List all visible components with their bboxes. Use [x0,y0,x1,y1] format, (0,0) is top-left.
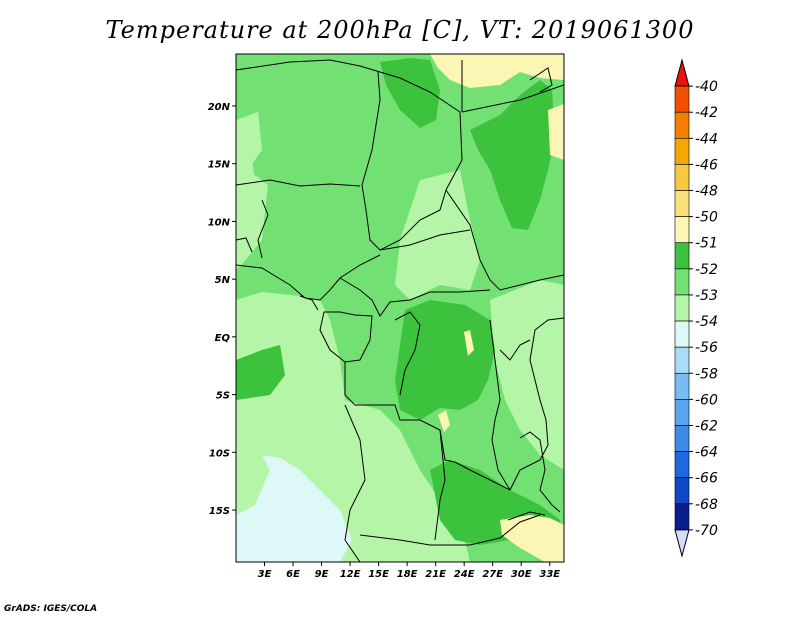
field-band-minus54 [395,170,480,300]
longitude-ticks: 3E 6E 9E 12E 15E 18E 21E 24E 27E 30E 33E [258,562,560,580]
colorbar-label: -44 [695,131,718,147]
colorbar-label: -58 [695,366,718,382]
colorbar-swatch [674,451,690,478]
colorbar-label: -42 [695,105,718,121]
field-band-minus52 [380,58,440,128]
map-frame [235,53,565,563]
latitude-ticks: 20N 15N 10N 5N EQ 5S 10S 15S [208,102,236,517]
lat-tick-label: 20N [208,102,231,113]
colorbar-label: -66 [695,471,718,487]
colorbar-label: -70 [695,523,718,539]
field-band-minus52 [470,80,555,230]
colorbar-label: -48 [695,184,718,200]
lon-tick-label: 33E [539,569,560,580]
lat-tick-label: 15N [208,160,231,171]
colorbar-swatch [674,111,690,139]
lon-tick-label: 9E [315,569,329,580]
colorbar-swatch [674,216,690,244]
colorbar-bottom-arrow [674,529,690,558]
colorbar: -40 -42 -44 -46 -48 -50 -51 -52 -53 -54 -56 -58 -60 -… [674,58,718,558]
colorbar-swatch [674,477,690,505]
map-title: Temperature at 200hPa [C], VT: 201906130… [105,16,695,44]
colorbar-swatch [674,372,690,400]
colorbar-swatch [674,164,690,191]
colorbar-swatch [674,242,690,270]
colorbar-label: -40 [695,79,718,95]
colorbar-label: -60 [695,392,718,408]
colorbar-swatch [674,268,690,296]
colorbar-label: -68 [695,497,718,513]
field-band-minus51 [500,515,564,562]
colorbar-label: -56 [695,340,718,356]
lon-tick-label: 18E [397,569,418,580]
colorbar-swatch [674,346,690,374]
lat-tick-label: 15S [209,506,230,517]
lat-tick-label: 5N [215,275,231,286]
colorbar-swatch [674,320,690,348]
field-band-minus51 [548,104,564,160]
colorbar-swatch [674,138,690,165]
colorbar-label: -54 [695,314,718,330]
colorbar-swatch [674,399,690,426]
colorbar-swatch [674,425,690,452]
colorbar-swatch [674,190,690,217]
field-band-minus54 [490,280,564,470]
grads-credit: GrADS: IGES/COLA [4,604,98,614]
colorbar-swatch [674,294,690,322]
colorbar-label: -52 [695,262,718,278]
field-band-minus56 [236,455,352,562]
colorbar-label: -53 [695,288,718,304]
field-band-minus54 [236,145,256,200]
lat-tick-label: EQ [215,333,231,344]
colorbar-swatch [674,503,690,531]
lon-tick-label: 24E [454,569,475,580]
colorbar-label: -64 [695,445,718,461]
lat-tick-label: 10S [209,448,230,459]
field-band-minus51 [430,54,564,88]
lon-tick-label: 30E [511,569,532,580]
lon-tick-label: 21E [425,569,446,580]
colorbar-swatch [674,85,690,113]
lon-tick-label: 3E [258,569,272,580]
colorbar-label: -50 [695,210,718,226]
field-band-minus51 [438,410,450,432]
lon-tick-label: 6E [286,569,300,580]
colorbar-label: -62 [695,418,718,434]
field-band-minus51 [464,330,474,356]
colorbar-label: -46 [695,157,718,173]
colorbar-top-arrow [674,58,690,87]
country-borders [236,59,564,562]
lat-tick-label: 10N [208,217,231,228]
field-band-minus52 [236,345,285,400]
lon-tick-label: 12E [340,569,361,580]
lon-tick-label: 27E [482,569,503,580]
colorbar-label: -51 [695,236,718,252]
temperature-field [236,54,564,562]
lon-tick-label: 15E [368,569,389,580]
lat-tick-label: 5S [216,391,230,402]
